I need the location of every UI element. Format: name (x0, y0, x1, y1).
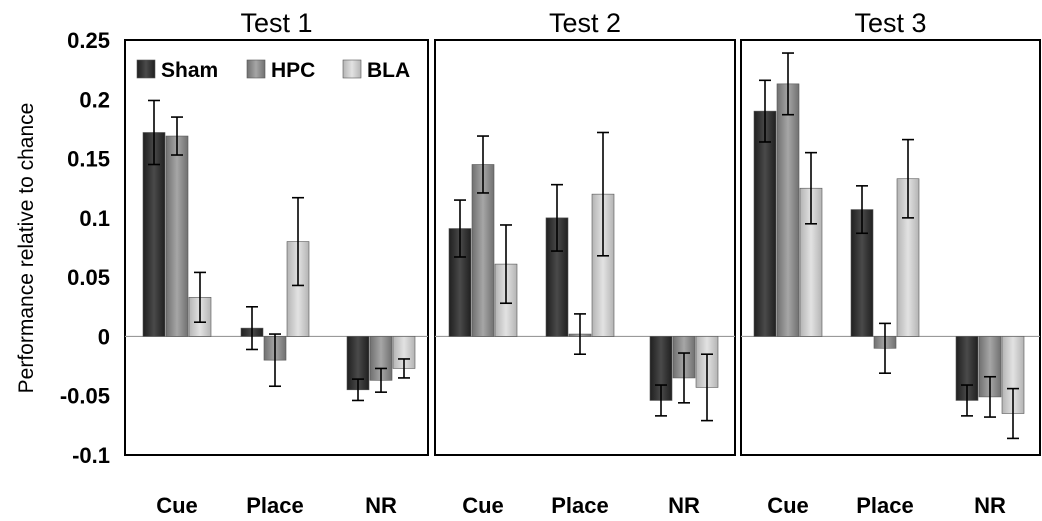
x-tick-label: NR (365, 493, 397, 518)
y-tick-label: 0.05 (67, 265, 110, 290)
legend-swatch (342, 59, 362, 79)
panel-2: Test 2 Cue Place NR (434, 8, 736, 518)
chart-panels: Test 1 Cue Place NR Test 2 Cue Place NR Test 3 Cu… (124, 8, 1041, 518)
legend-label: HPC (271, 59, 315, 82)
y-tick-label: 0 (98, 324, 110, 349)
panel-frame (124, 39, 429, 456)
legend-label: BLA (367, 59, 410, 82)
y-tick-label: 0.15 (67, 147, 110, 172)
legend-swatch (136, 59, 156, 79)
x-tick-label: NR (668, 493, 700, 518)
legend-label: Sham (161, 59, 218, 82)
y-axis-ticks: 0.25 0.2 0.15 0.1 0.05 0 -0.05 -0.1 (60, 28, 110, 468)
x-tick-label: NR (974, 493, 1006, 518)
y-tick-label: -0.05 (60, 384, 110, 409)
legend: Sham HPC BLA (136, 59, 410, 82)
bar-hpc (165, 135, 189, 337)
panel-1: Test 1 Cue Place NR (124, 8, 429, 518)
panel-title: Test 2 (549, 8, 621, 38)
y-axis-label: Performance relative to chance (15, 103, 38, 394)
legend-item-hpc: HPC (246, 59, 315, 82)
x-tick-label: Cue (462, 493, 504, 518)
x-tick-label: Cue (156, 493, 198, 518)
bar-hpc (776, 83, 800, 337)
bar-sham (753, 110, 777, 337)
y-tick-label: 0.1 (79, 206, 110, 231)
x-tick-label: Place (551, 493, 609, 518)
panel-frame (434, 39, 736, 456)
x-tick-label: Place (246, 493, 304, 518)
panel-frame (740, 39, 1041, 456)
y-tick-label: 0.25 (67, 28, 110, 53)
legend-item-bla: BLA (342, 59, 410, 82)
y-tick-label: 0.2 (79, 87, 110, 112)
x-tick-label: Cue (767, 493, 809, 518)
x-tick-label: Place (856, 493, 914, 518)
panel-title: Test 3 (854, 8, 926, 38)
legend-swatch (246, 59, 266, 79)
legend-item-sham: Sham (136, 59, 218, 82)
panel-title: Test 1 (240, 8, 312, 38)
y-tick-label: -0.1 (72, 443, 110, 468)
panel-3: Test 3 Cue Place NR (740, 8, 1041, 518)
